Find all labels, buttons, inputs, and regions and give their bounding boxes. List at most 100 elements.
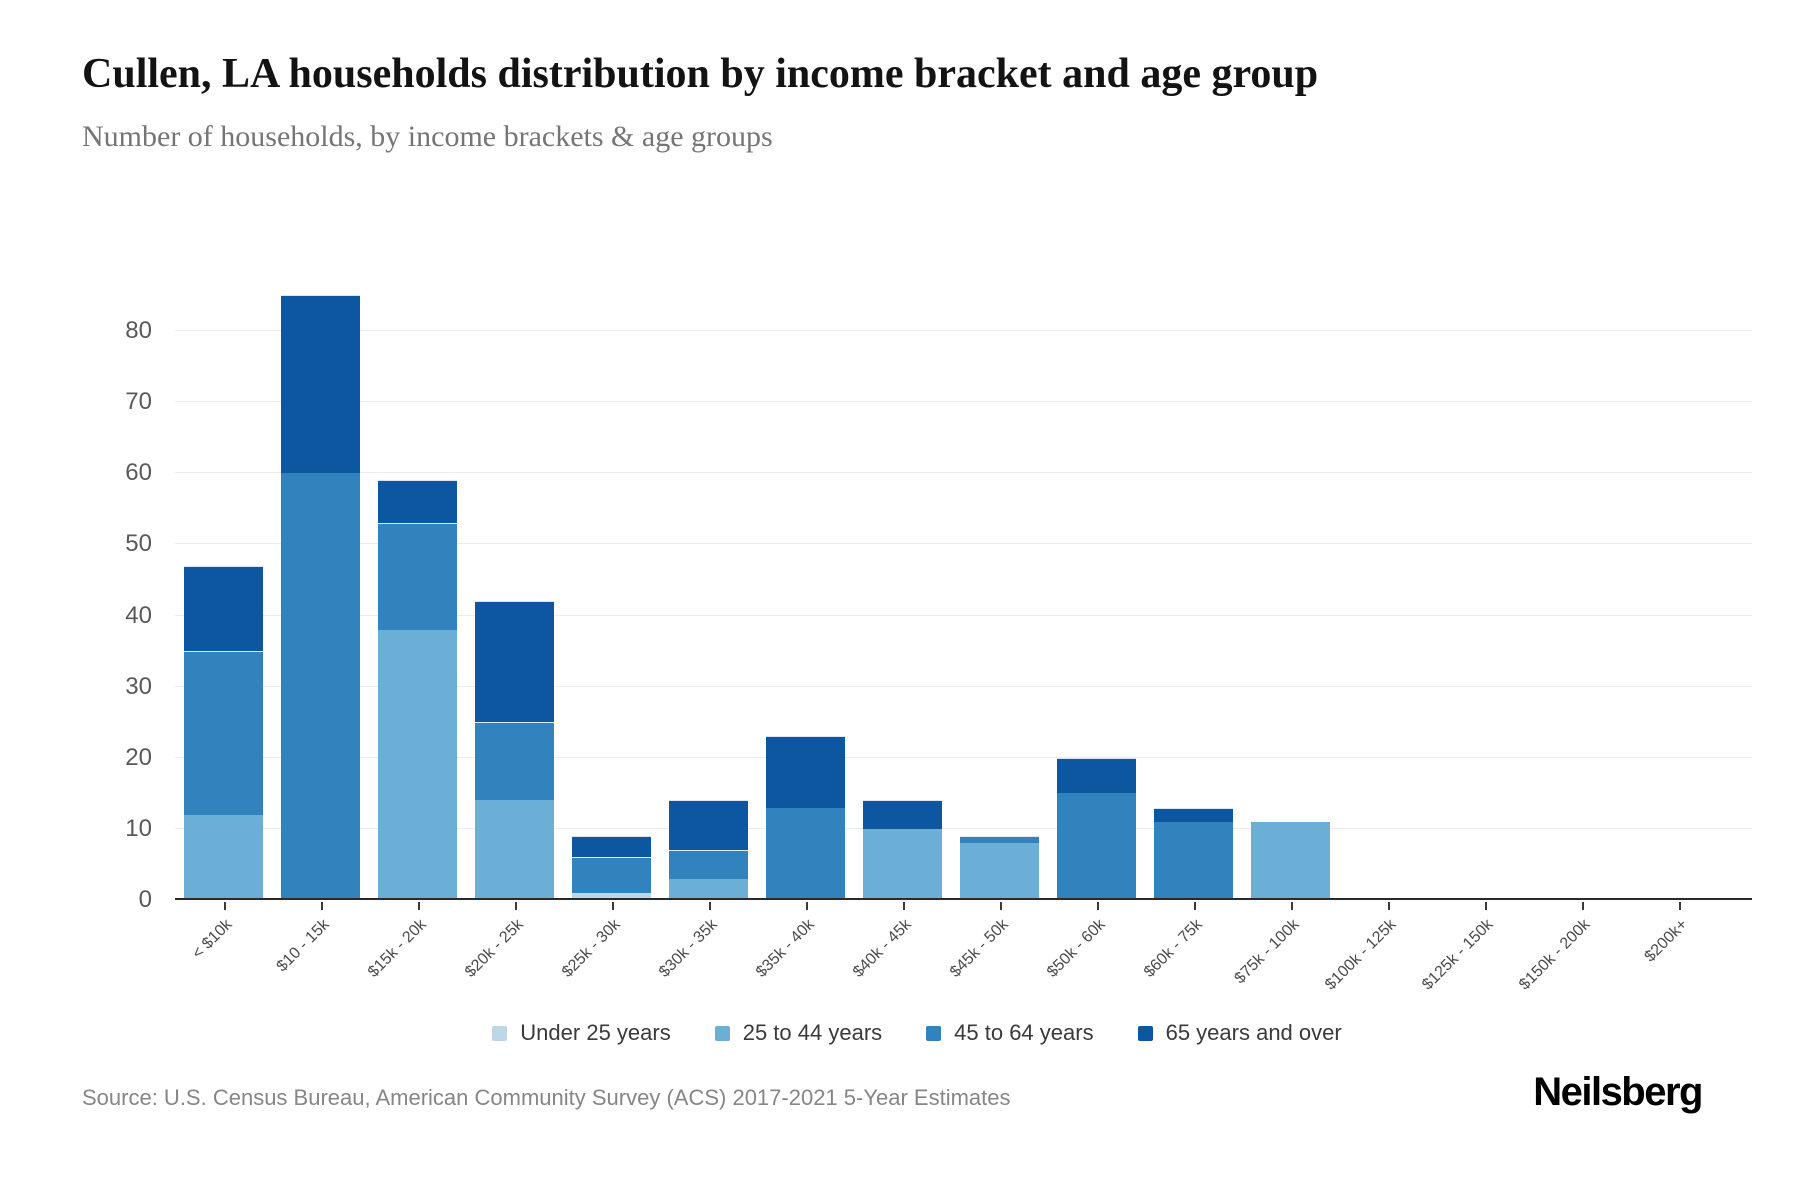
x-axis-tick <box>417 902 420 910</box>
legend-swatch <box>1137 1025 1153 1041</box>
legend-swatch <box>492 1025 508 1041</box>
gridline <box>175 614 1752 616</box>
bar-slot: $50k - 60k <box>1044 290 1145 981</box>
bar-segment <box>1056 757 1137 794</box>
bar-segment <box>959 843 1040 900</box>
y-tick-label: 0 <box>138 886 152 913</box>
x-tick-label: $30k - 35k <box>655 916 721 981</box>
x-tick-label: $25k - 30k <box>558 916 624 981</box>
brand-logo[interactable]: Neilsberg <box>1533 1070 1703 1114</box>
bar-stack <box>571 836 652 900</box>
bar-segment <box>862 800 943 829</box>
x-axis-tick <box>1193 902 1196 910</box>
x-tick-label: < $10k <box>189 916 236 963</box>
bar-segment <box>1153 821 1234 900</box>
y-tick-label: 60 <box>125 459 152 487</box>
bar-segment <box>474 722 555 801</box>
gridline <box>175 827 1752 829</box>
bar-stack <box>959 836 1040 900</box>
gridline <box>175 685 1752 687</box>
bar-segment <box>571 857 652 893</box>
x-axis-tick <box>708 902 711 910</box>
bar-stack <box>765 736 846 900</box>
bar-segment <box>1250 821 1331 900</box>
y-tick-label: 40 <box>125 601 152 629</box>
page-subtitle: Number of households, by income brackets… <box>82 120 773 153</box>
legend-item[interactable]: Under 25 years <box>492 1020 671 1046</box>
bar-slot: $100k - 125k <box>1322 290 1436 993</box>
bar-segment <box>862 828 943 900</box>
bar-segment <box>183 814 264 900</box>
x-tick-label: $35k - 40k <box>752 916 818 981</box>
bar-slot: $20k - 25k <box>462 290 563 981</box>
x-tick-label: $45k - 50k <box>946 916 1012 981</box>
x-tick-label: $200k+ <box>1641 916 1691 966</box>
bar-segment <box>765 736 846 808</box>
x-tick-label: $125k - 150k <box>1419 916 1497 994</box>
bar-segment <box>668 800 749 851</box>
gridline <box>175 401 1752 403</box>
stacked-bar-chart: 0 10 20 30 40 50 60 70 80 < $10k $10 - 15k $15k - … <box>82 290 1752 993</box>
gridline <box>175 756 1752 758</box>
bar-segment <box>280 473 361 900</box>
bar-segment <box>668 878 749 900</box>
bar-slot: $25k - 30k <box>559 290 660 981</box>
legend-label: 25 to 44 years <box>742 1020 883 1045</box>
legend-item[interactable]: 45 to 64 years <box>926 1020 1094 1046</box>
x-axis-tick <box>999 902 1002 910</box>
x-axis-tick <box>1581 902 1584 910</box>
bar-stack <box>668 800 749 900</box>
y-tick-label: 70 <box>125 388 152 416</box>
bar-segment <box>183 651 264 815</box>
x-axis-tick <box>1678 902 1681 910</box>
source-text: Source: U.S. Census Bureau, American Com… <box>82 1085 1011 1110</box>
x-axis-tick <box>223 902 226 910</box>
gridline <box>175 472 1752 474</box>
bar-slot: $35k - 40k <box>753 290 854 981</box>
x-axis-tick <box>1484 902 1487 910</box>
bar-slot: $15k - 20k <box>365 290 466 981</box>
x-tick-label: $150k - 200k <box>1516 916 1594 994</box>
bar-slot: $75k - 100k <box>1231 290 1339 987</box>
bar-slot: $125k - 150k <box>1419 290 1533 993</box>
y-tick-label: 50 <box>125 530 152 558</box>
bar-stack <box>280 295 361 900</box>
y-tick-label: 10 <box>125 814 152 842</box>
x-axis-tick <box>1290 902 1293 910</box>
bar-segment <box>377 523 458 630</box>
bar-segment <box>668 850 749 879</box>
bar-segment <box>377 629 458 900</box>
bar-segment <box>183 565 264 652</box>
bar-segment <box>377 480 458 524</box>
bar-segment <box>959 836 1040 844</box>
x-tick-label: $15k - 20k <box>364 916 430 981</box>
bar-slot: $40k - 45k <box>850 290 951 981</box>
bar-segment <box>280 295 361 474</box>
x-tick-label: $50k - 60k <box>1043 916 1109 981</box>
y-tick-label: 80 <box>125 317 152 344</box>
bar-stack <box>1250 821 1331 900</box>
bar-slot: $60k - 75k <box>1141 290 1242 981</box>
legend-label: 65 years and over <box>1165 1020 1342 1045</box>
bar-segment <box>571 836 652 858</box>
bar-stack <box>377 480 458 900</box>
bar-stack <box>183 565 264 900</box>
page-title: Cullen, LA households distribution by in… <box>82 51 1319 97</box>
x-tick-label: $60k - 75k <box>1140 916 1206 981</box>
x-axis-tick <box>1387 902 1390 910</box>
legend-item[interactable]: 25 to 44 years <box>714 1020 883 1046</box>
legend-swatch <box>926 1025 942 1041</box>
bar-segment <box>1153 807 1234 822</box>
bar-stack <box>862 800 943 900</box>
bar-stack <box>1153 807 1234 900</box>
legend-item[interactable]: 65 years and over <box>1137 1020 1342 1046</box>
bar-segment <box>765 807 846 900</box>
y-tick-label: 20 <box>125 743 152 771</box>
x-tick-label: $10 - 15k <box>273 916 333 976</box>
legend-label: Under 25 years <box>520 1020 671 1045</box>
x-axis-tick <box>1096 902 1099 910</box>
bar-slot: $30k - 35k <box>656 290 757 981</box>
x-axis-tick <box>320 902 323 910</box>
y-tick-label: 30 <box>125 672 152 700</box>
gridline <box>175 330 1752 331</box>
